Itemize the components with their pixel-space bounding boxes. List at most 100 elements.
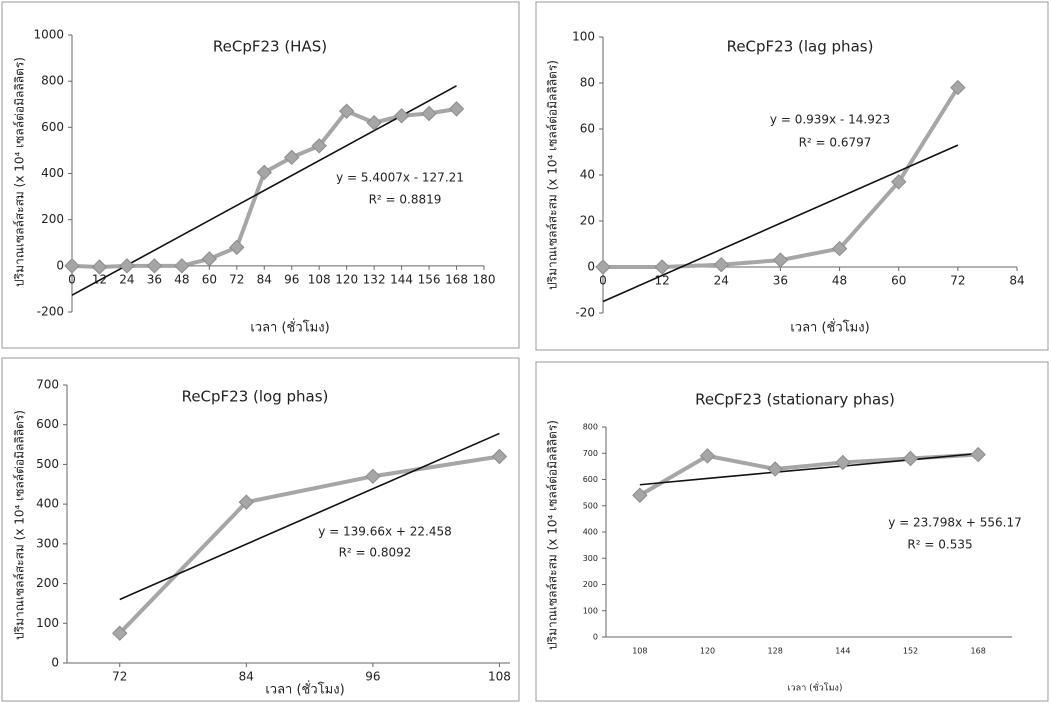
- x-tick-label: 36: [773, 274, 788, 288]
- x-tick-label: 180: [473, 272, 496, 286]
- x-tick-label: 168: [971, 647, 986, 656]
- y-tick-label: 500: [583, 501, 598, 510]
- y-tick-label: -200: [37, 305, 64, 319]
- marker: [119, 258, 135, 274]
- annotation: y = 0.939x - 14.923: [770, 113, 890, 127]
- marker: [229, 239, 245, 256]
- panel-border: [1, 357, 520, 702]
- y-tick-label: 700: [583, 449, 598, 458]
- annotation: R² = 0.8092: [339, 546, 412, 560]
- y-tick-label: 800: [41, 74, 64, 88]
- annotation: R² = 0.535: [907, 538, 972, 552]
- marker: [891, 174, 907, 190]
- x-tick-label: 128: [768, 647, 783, 656]
- marker: [950, 79, 966, 96]
- marker: [91, 259, 108, 275]
- annotation: R² = 0.6797: [799, 136, 872, 150]
- y-tick-label: 0: [51, 656, 59, 670]
- x-tick-label: 120: [335, 272, 358, 286]
- marker: [146, 258, 163, 274]
- x-tick-label: 144: [835, 647, 850, 656]
- y-axis-label: ปริมาณเซลล์สะสม (x 10⁴ เซลล์ต่อมิลลิลิตร…: [546, 60, 560, 290]
- panel-border: [535, 361, 1049, 702]
- x-tick-label: 108: [632, 647, 647, 656]
- x-tick-label: 72: [112, 670, 127, 684]
- marker: [366, 115, 382, 131]
- y-tick-label: 400: [583, 528, 598, 537]
- y-tick-label: 600: [41, 120, 64, 134]
- y-tick-label: -20: [575, 306, 595, 320]
- annotation: y = 139.66x + 22.458: [318, 525, 452, 539]
- y-tick-label: 0: [56, 258, 64, 272]
- trendline: [602, 144, 959, 303]
- marker: [421, 105, 437, 122]
- trendline: [639, 452, 979, 486]
- marker: [831, 240, 848, 257]
- x-tick-label: 48: [832, 274, 847, 288]
- y-axis-label: ปริมาณเซลล์สะสม (x 10⁴ เซลล์ต่อมิลลิลิตร…: [13, 410, 27, 640]
- y-tick-label: 600: [583, 475, 598, 484]
- marker: [699, 448, 716, 464]
- y-tick-label: 60: [580, 122, 595, 136]
- y-tick-label: 600: [36, 417, 59, 431]
- x-tick-label: 96: [365, 670, 380, 684]
- trendline: [71, 85, 457, 296]
- marker: [338, 103, 355, 119]
- y-tick-label: 500: [36, 457, 59, 471]
- y-tick-label: 800: [583, 423, 598, 432]
- x-tick-label: 24: [119, 272, 134, 286]
- chart-title: ReCpF23 (HAS): [213, 38, 327, 56]
- x-tick-label: 0: [68, 272, 76, 286]
- marker: [491, 448, 508, 465]
- y-tick-label: 700: [36, 378, 59, 392]
- x-tick-label: 72: [950, 274, 965, 288]
- marker: [284, 149, 300, 166]
- marker: [632, 487, 648, 503]
- y-tick-label: 300: [36, 536, 59, 550]
- y-tick-label: 80: [580, 76, 595, 90]
- trendline: [119, 432, 500, 601]
- y-tick-label: 100: [572, 30, 595, 44]
- y-tick-label: 200: [41, 212, 64, 226]
- annotation: y = 5.4007x - 127.21: [336, 171, 464, 185]
- data-line: [638, 452, 979, 497]
- marker: [654, 259, 670, 275]
- y-tick-label: 40: [580, 168, 595, 182]
- x-axis-label: เวลา (ชั่วโมง): [265, 681, 344, 698]
- panel-border: [1, 1, 520, 349]
- marker: [64, 258, 80, 274]
- x-tick-label: 144: [390, 272, 413, 286]
- x-tick-label: 84: [239, 670, 254, 684]
- y-tick-label: 300: [583, 554, 598, 563]
- marker: [772, 252, 789, 268]
- y-tick-label: 0: [593, 633, 598, 642]
- y-tick-label: 100: [583, 606, 598, 615]
- chart-title: ReCpF23 (lag phas): [727, 38, 874, 56]
- marker: [174, 258, 190, 274]
- x-tick-label: 84: [257, 272, 272, 286]
- x-tick-label: 24: [714, 274, 729, 288]
- y-tick-label: 200: [583, 580, 598, 589]
- y-axis-label: ปริมาณเซลล์สะสม (x 10⁴ เซลล์ต่อมิลลิลิตร…: [13, 57, 27, 287]
- x-tick-label: 132: [363, 272, 386, 286]
- x-axis-label: เวลา (ชั่วโมง): [788, 681, 843, 694]
- x-tick-label: 60: [891, 274, 906, 288]
- marker: [767, 461, 783, 477]
- marker: [595, 259, 611, 275]
- x-tick-label: 120: [700, 647, 715, 656]
- annotation: y = 23.798x + 556.17: [888, 516, 1022, 530]
- x-tick-label: 72: [229, 272, 244, 286]
- x-axis-label: เวลา (ชั่วโมง): [250, 319, 329, 336]
- x-tick-label: 36: [147, 272, 162, 286]
- x-tick-label: 108: [488, 670, 511, 684]
- marker: [311, 138, 327, 154]
- y-tick-label: 400: [36, 497, 59, 511]
- x-tick-label: 0: [599, 274, 607, 288]
- chart-title: ReCpF23 (stationary phas): [695, 391, 895, 409]
- annotation: R² = 0.8819: [369, 193, 442, 207]
- y-tick-label: 100: [36, 616, 59, 630]
- x-tick-label: 152: [903, 647, 918, 656]
- x-tick-label: 168: [445, 272, 468, 286]
- marker: [393, 108, 410, 124]
